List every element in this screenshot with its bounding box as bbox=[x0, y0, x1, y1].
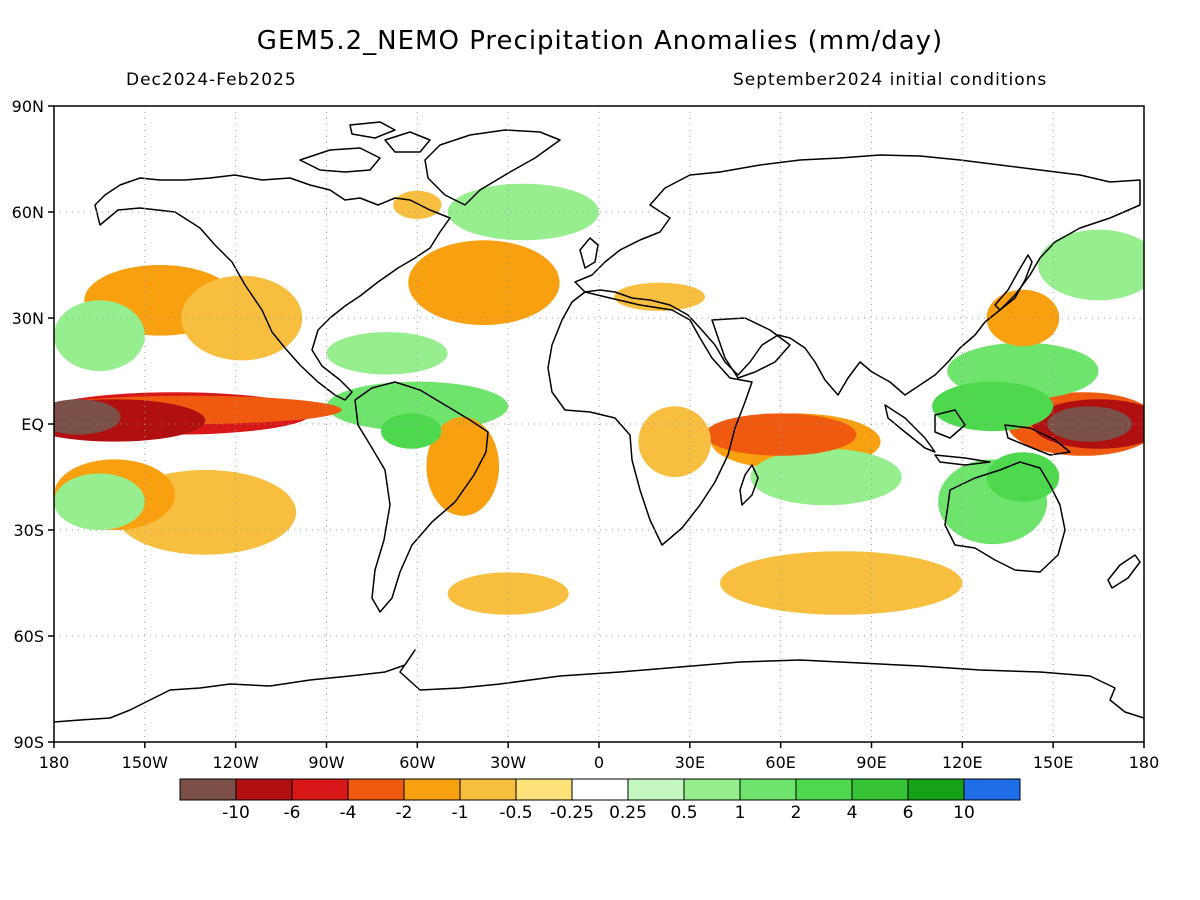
anomaly-region bbox=[447, 183, 599, 241]
anomaly-region bbox=[54, 300, 145, 371]
lat-tick-label: 60S bbox=[13, 627, 44, 646]
colorbar-label: 10 bbox=[953, 803, 975, 823]
lon-tick-label: 60W bbox=[399, 753, 435, 772]
anomaly-region bbox=[986, 452, 1060, 502]
lat-lon-gridlines bbox=[54, 106, 1144, 742]
colorbar-swatch bbox=[683, 778, 741, 801]
colorbar-label: 4 bbox=[847, 803, 858, 823]
anomaly-region bbox=[750, 448, 902, 506]
coastline-africa bbox=[547, 291, 753, 546]
coastline-british-isles bbox=[579, 237, 599, 269]
colorbar-label: 1 bbox=[735, 803, 746, 823]
lat-tick-label: 90N bbox=[12, 97, 44, 116]
coastline-arabia bbox=[711, 317, 791, 379]
anomaly-region bbox=[986, 289, 1060, 347]
lon-tick-label: 180 bbox=[1129, 753, 1160, 772]
coastline-north-america bbox=[94, 174, 451, 401]
lon-tick-label: 30E bbox=[675, 753, 705, 772]
coastline-new-zealand bbox=[1107, 554, 1141, 589]
colorbar-label: -10 bbox=[222, 803, 250, 823]
anomaly-region bbox=[326, 332, 448, 375]
chart-title: GEM5.2_NEMO Precipitation Anomalies (mm/… bbox=[256, 26, 944, 56]
colorbar-label: -2 bbox=[396, 803, 413, 823]
initial-conditions: September2024 initial conditions bbox=[733, 70, 1048, 90]
anomaly-region bbox=[181, 275, 303, 361]
lat-tick-label: 30N bbox=[12, 309, 44, 328]
anomaly-region bbox=[720, 551, 963, 615]
forecast-period: Dec2024-Feb2025 bbox=[126, 70, 297, 90]
coastline-greenland bbox=[424, 129, 561, 206]
colorbar-label: -1 bbox=[452, 803, 469, 823]
lon-tick-label: 30W bbox=[490, 753, 526, 772]
coastline-madagascar bbox=[739, 464, 759, 506]
colorbar-swatch bbox=[179, 778, 237, 801]
colorbar-label: -6 bbox=[284, 803, 301, 823]
lon-tick-label: 180 bbox=[39, 753, 70, 772]
lat-tick-label: 90S bbox=[13, 733, 44, 752]
lon-tick-label: 120W bbox=[212, 753, 259, 772]
anomaly-region bbox=[54, 473, 145, 530]
anomaly-region bbox=[1038, 229, 1144, 301]
anomaly-region bbox=[704, 413, 857, 456]
colorbar-swatch bbox=[571, 778, 629, 801]
lon-tick-label: 150W bbox=[122, 753, 169, 772]
anomaly-region bbox=[447, 572, 569, 615]
lon-tick-label: 0 bbox=[594, 753, 604, 772]
coastline-japan bbox=[994, 254, 1033, 311]
coastline-south-america bbox=[354, 381, 489, 613]
colorbar: -10 -6 -4 -2 -1 -0.5 -0.25 0.25 0.5 1 2 4 6 10 bbox=[179, 778, 1021, 823]
coastline-australia bbox=[944, 461, 1066, 573]
colorbar-label: -4 bbox=[340, 803, 357, 823]
colorbar-swatch bbox=[291, 778, 349, 801]
lon-tick-label: 90E bbox=[856, 753, 886, 772]
colorbar-swatch bbox=[627, 778, 685, 801]
colorbar-label: 6 bbox=[903, 803, 914, 823]
colorbar-label: 2 bbox=[791, 803, 802, 823]
lon-tick-label: 60E bbox=[765, 753, 795, 772]
anomaly-region bbox=[1047, 406, 1132, 442]
colorbar-swatch bbox=[963, 778, 1021, 801]
anomaly-region bbox=[638, 406, 712, 477]
anomaly-region bbox=[393, 190, 442, 220]
coastline-antarctica bbox=[54, 649, 1144, 723]
coastline-eurasia bbox=[574, 154, 1141, 396]
lon-tick-label: 120E bbox=[942, 753, 983, 772]
colorbar-swatch bbox=[235, 778, 293, 801]
colorbar-swatch bbox=[459, 778, 517, 801]
lat-tick-label: 60N bbox=[12, 203, 44, 222]
colorbar-swatch bbox=[851, 778, 909, 801]
colorbar-swatch bbox=[515, 778, 573, 801]
colorbar-label: 0.25 bbox=[609, 803, 647, 823]
colorbar-swatch bbox=[795, 778, 853, 801]
colorbar-swatch bbox=[739, 778, 797, 801]
coastline-arctic-islands bbox=[299, 121, 431, 173]
colorbar-label: -0.25 bbox=[550, 803, 594, 823]
lat-tick-label: EQ bbox=[21, 415, 44, 434]
anomaly-region bbox=[381, 413, 442, 449]
anomaly-region bbox=[426, 416, 500, 516]
colorbar-label: -0.5 bbox=[499, 803, 532, 823]
anomaly-region bbox=[54, 399, 121, 435]
colorbar-swatch bbox=[347, 778, 405, 801]
anomaly-region bbox=[932, 381, 1054, 432]
anomaly-region bbox=[408, 240, 560, 326]
lon-tick-label: 150E bbox=[1033, 753, 1074, 772]
colorbar-swatch bbox=[907, 778, 965, 801]
lat-tick-label: 30S bbox=[13, 521, 44, 540]
coastlines bbox=[54, 121, 1144, 723]
lon-tick-label: 90W bbox=[308, 753, 344, 772]
colorbar-label: 0.5 bbox=[670, 803, 697, 823]
colorbar-swatch bbox=[403, 778, 461, 801]
coastline-maritime-continent bbox=[884, 404, 1071, 466]
anomaly-fields bbox=[54, 183, 1144, 615]
